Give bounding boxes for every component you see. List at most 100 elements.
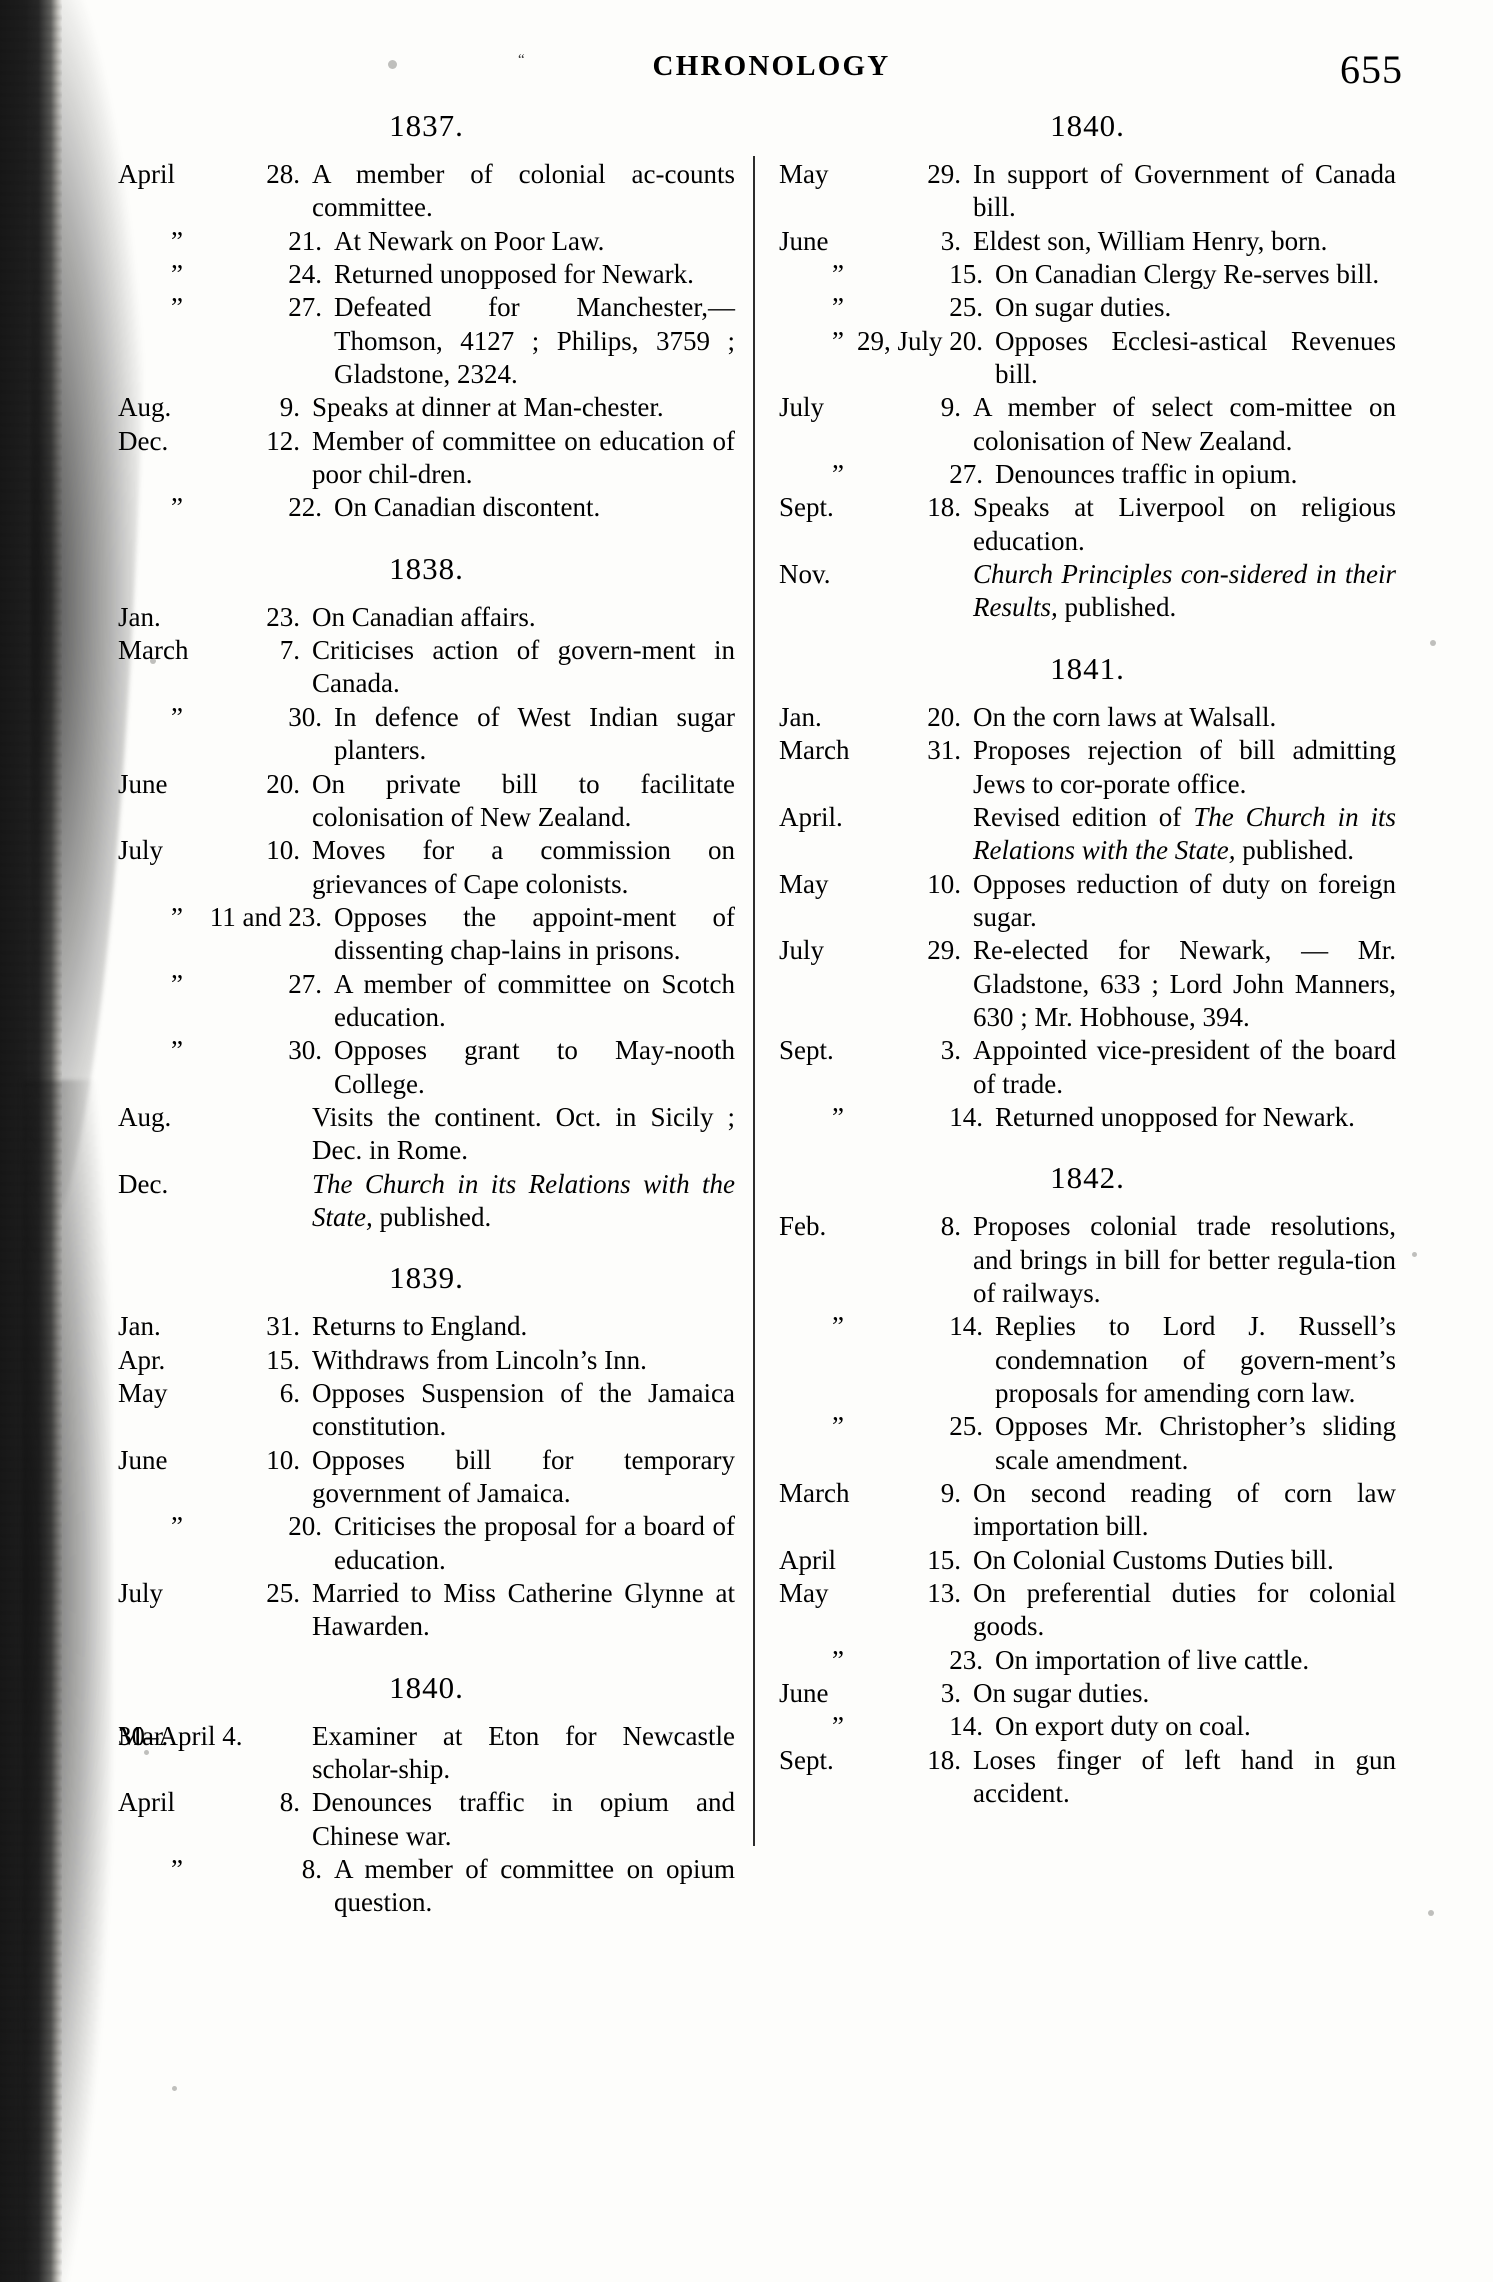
chronology-entry: ” 14. Returned unopposed for Newark. bbox=[779, 1101, 1396, 1134]
scan-speck bbox=[150, 658, 156, 664]
entry-day: 8. bbox=[301, 1854, 322, 1885]
entry-text: Proposes colonial trade resolutions, and… bbox=[973, 1211, 1396, 1308]
entry-month: July bbox=[779, 392, 825, 423]
chronology-entry: ” 14. Replies to Lord J. Russell’s condemn… bbox=[779, 1310, 1396, 1410]
scan-speck bbox=[172, 2086, 177, 2091]
entry-month: July bbox=[118, 835, 164, 866]
entry-day: 21. bbox=[288, 225, 322, 256]
entry-month: June bbox=[118, 1444, 168, 1475]
chronology-entry: April. Revised edition of The Church in i… bbox=[779, 801, 1396, 868]
chronology-entry: May 13. On preferential duties for colonia… bbox=[779, 1577, 1396, 1644]
entry-text: On Canadian affairs. bbox=[312, 601, 536, 632]
entry-text: Returns to England. bbox=[312, 1311, 528, 1342]
entry-month: Dec. bbox=[118, 1168, 169, 1199]
chronology-entry: ” 23. On importation of live cattle. bbox=[779, 1644, 1396, 1677]
chronology-entry: ” 30. In defence of West Indian sugar plan… bbox=[118, 701, 735, 768]
entry-text: Defeated for Manchester,— Thomson, 4127 … bbox=[334, 292, 735, 390]
year-heading: 1841. bbox=[1050, 650, 1125, 686]
entry-day: 20. bbox=[266, 768, 300, 799]
entry-day: 15. bbox=[266, 1344, 300, 1375]
entry-month: ” bbox=[171, 1854, 183, 1885]
entry-month: March bbox=[779, 1478, 850, 1509]
entry-day: 15. bbox=[927, 1544, 961, 1575]
entry-day: 11 and 23. bbox=[209, 901, 322, 932]
chronology-entry: Sept. 3. Appointed vice-president of the b… bbox=[779, 1034, 1396, 1101]
entry-text: On importation of live cattle. bbox=[995, 1644, 1310, 1675]
chronology-entry: ” 15. On Canadian Clergy Re-serves bill. bbox=[779, 258, 1396, 291]
entry-day: 14. bbox=[949, 1101, 983, 1132]
entry-month: ” bbox=[832, 259, 844, 290]
entry-text: Opposes Ecclesi-astical Revenues bill. bbox=[995, 325, 1396, 390]
scan-speck bbox=[1428, 1910, 1434, 1916]
entry-month: May bbox=[779, 159, 829, 189]
entry-day: 9. bbox=[940, 392, 961, 423]
entry-day: 12. bbox=[266, 425, 300, 456]
year-heading: 1840. bbox=[1050, 108, 1125, 143]
chronology-entry: ” 8. A member of committee on opium questi… bbox=[118, 1853, 735, 1920]
entry-text: Withdraws from Lincoln’s Inn. bbox=[312, 1344, 647, 1375]
chronology-entry: May 6. Opposes Suspension of the Jamaica c… bbox=[118, 1377, 735, 1444]
chronology-entry: July 9. A member of select com-mittee on c… bbox=[779, 391, 1396, 458]
entry-month: May bbox=[779, 1578, 829, 1609]
entry-month: ” bbox=[832, 1411, 844, 1442]
chronology-entry: Feb. 8. Proposes colonial trade resolution… bbox=[779, 1210, 1396, 1310]
entry-day: 10. bbox=[266, 835, 300, 866]
entry-month: ” bbox=[171, 968, 183, 999]
chronology-entry: Dec. The Church in its Relations with the… bbox=[118, 1168, 735, 1235]
chronology-entry: Aug. 9. Speaks at dinner at Man-chester. bbox=[118, 391, 735, 424]
entry-text: On second reading of corn law importatio… bbox=[973, 1478, 1396, 1542]
entry-day: 3. bbox=[940, 225, 961, 256]
scan-speck bbox=[1412, 1252, 1417, 1257]
chronology-entry: Jan. 23. On Canadian affairs. bbox=[118, 601, 735, 634]
entry-month: April bbox=[118, 1787, 175, 1818]
entry-day: 9. bbox=[940, 1478, 961, 1509]
entry-text: Married to Miss Catherine Glynne at Hawa… bbox=[312, 1578, 735, 1642]
entry-month: July bbox=[118, 1578, 164, 1609]
entry-text: Criticises action of govern-ment in Cana… bbox=[312, 635, 735, 699]
entry-text: On preferential duties for colonial good… bbox=[973, 1578, 1396, 1642]
entry-text: Church Principles con-sidered in their R… bbox=[973, 559, 1396, 623]
year-heading: 1837. bbox=[389, 108, 464, 143]
chronology-entry: June 20. On private bill to facilitate col… bbox=[118, 768, 735, 835]
page-number: 655 bbox=[1340, 47, 1403, 92]
entry-text: Opposes grant to May-nooth College. bbox=[334, 1035, 735, 1099]
entry-month: ” bbox=[171, 259, 183, 290]
chronology-entry: Apr. 15. Withdraws from Lincoln’s Inn. bbox=[118, 1344, 735, 1377]
binding-curve-lower bbox=[22, 1080, 112, 2282]
entry-day: 27. bbox=[949, 459, 983, 490]
chronology-entry: ” 11 and 23. Opposes the appoint-ment of d… bbox=[118, 901, 735, 968]
entry-text: Returned unopposed for Newark. bbox=[995, 1101, 1355, 1132]
chronology-entry: April 28. A member of colonial ac-counts c… bbox=[118, 158, 735, 225]
chronology-entry: Nov. Church Principles con-sidered in the… bbox=[779, 558, 1396, 625]
chronology-entry: ” 21. At Newark on Poor Law. bbox=[118, 225, 735, 258]
chronology-entry: Aug. Visits the continent. Oct. in Sicily… bbox=[118, 1101, 735, 1168]
entry-day: 23. bbox=[949, 1644, 983, 1675]
chronology-entry: July 25. Married to Miss Catherine Glynne … bbox=[118, 1577, 735, 1644]
chronology-entry: July 29. Re-elected for Newark, — Mr. Glad… bbox=[779, 934, 1396, 1034]
entry-month: Sept. bbox=[779, 492, 834, 523]
entry-text: Visits the continent. Oct. in Sicily ; D… bbox=[312, 1101, 735, 1166]
entry-day: 20. bbox=[927, 701, 961, 732]
two-column-body: 1837. April 28. A member of colonial ac-cou… bbox=[118, 108, 1418, 1920]
entry-text: Criticises the proposal for a board of e… bbox=[334, 1511, 735, 1575]
chronology-entry: March 9. On second reading of corn law imp… bbox=[779, 1477, 1396, 1544]
entry-month: May bbox=[118, 1378, 168, 1408]
entry-text: On Colonial Customs Duties bill. bbox=[973, 1544, 1334, 1575]
entry-day: 29. bbox=[927, 935, 961, 966]
scan-speck bbox=[144, 1750, 149, 1755]
entry-month: May bbox=[779, 868, 829, 899]
entry-text: Opposes the appoint-ment of dissenting c… bbox=[334, 901, 735, 966]
entry-text: In support of Government of Canada bill. bbox=[973, 159, 1396, 223]
entry-day: 27. bbox=[288, 968, 322, 999]
chronology-entry: May 29. In support of Government of Canada… bbox=[779, 158, 1396, 225]
entry-month: ” bbox=[171, 1511, 183, 1542]
entry-month: ” bbox=[171, 1035, 183, 1066]
left-column: 1837. April 28. A member of colonial ac-cou… bbox=[118, 108, 753, 1920]
chronology-entry: May 10. Opposes reduction of duty on forei… bbox=[779, 868, 1396, 935]
chronology-entry: Jan. 31. Returns to England. bbox=[118, 1310, 735, 1343]
entry-text: On the corn laws at Walsall. bbox=[973, 701, 1277, 732]
entry-month: June bbox=[779, 1678, 829, 1709]
column-rule bbox=[753, 156, 755, 1846]
entry-text: The Church in its Relations with the Sta… bbox=[312, 1168, 735, 1232]
